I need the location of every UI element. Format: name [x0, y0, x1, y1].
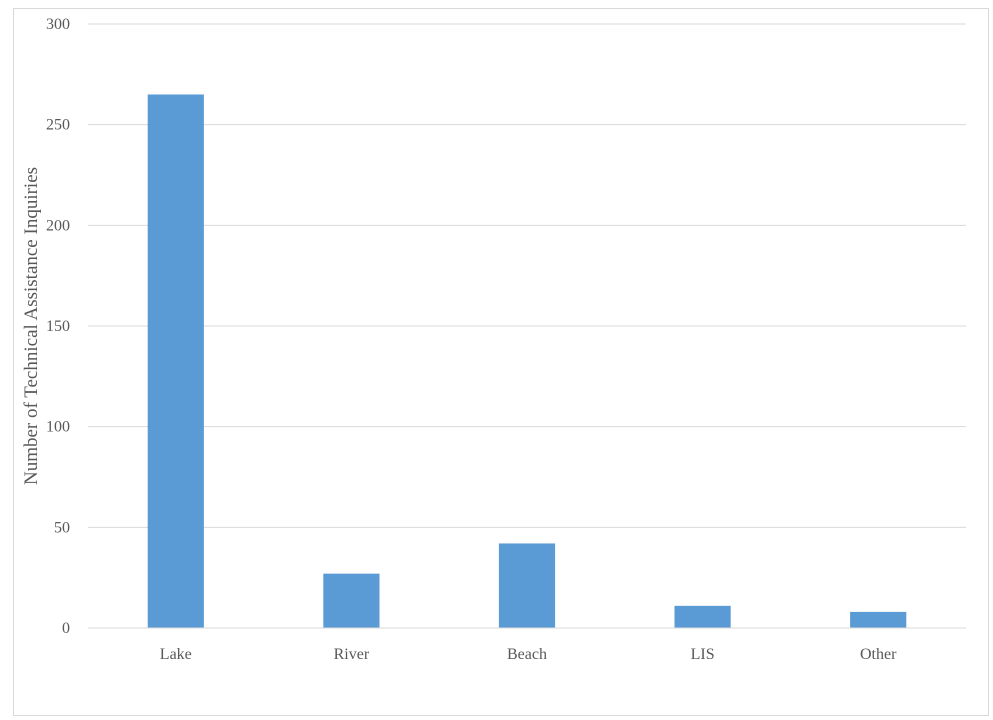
bar-lis [674, 605, 731, 628]
bar-lake [147, 94, 204, 628]
y-tick-label-200: 200 [46, 217, 70, 234]
bars [147, 94, 907, 628]
y-tick-label-50: 50 [54, 519, 70, 536]
x-axis-ticks: Lake River Beach LIS Other [160, 646, 897, 663]
bar-beach [498, 543, 556, 628]
x-tick-label-beach: Beach [507, 646, 547, 663]
y-tick-label-0: 0 [62, 620, 70, 637]
y-axis-ticks: 0 50 100 150 200 250 300 [46, 16, 70, 637]
y-tick-label-300: 300 [46, 16, 70, 33]
gridlines [88, 23, 966, 528]
bar-river [323, 573, 380, 628]
y-tick-label-250: 250 [46, 117, 70, 134]
y-tick-label-100: 100 [46, 419, 70, 436]
x-tick-label-river: River [334, 646, 370, 663]
x-tick-label-lake: Lake [160, 646, 192, 663]
y-tick-label-150: 150 [46, 318, 70, 335]
x-tick-label-other: Other [860, 646, 897, 663]
x-tick-label-lis: LIS [691, 646, 715, 663]
bar-other [850, 611, 907, 628]
y-axis-title: Number of Technical Assistance Inquiries [21, 167, 42, 485]
